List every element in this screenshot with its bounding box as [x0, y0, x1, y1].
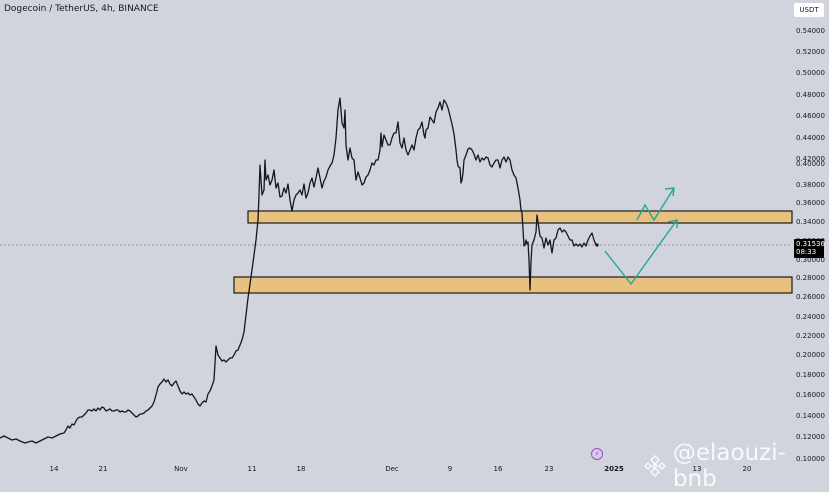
price-line: [0, 97, 597, 444]
y-tick: 0.12000: [796, 433, 825, 441]
x-tick: 2025: [604, 465, 624, 473]
y-tick: 0.28000: [796, 274, 825, 282]
bar-countdown: 08:33: [796, 248, 817, 256]
current-price-label: 0.31536 08:33: [794, 239, 825, 258]
y-tick: 0.10000: [796, 455, 825, 463]
x-tick: Dec: [385, 465, 399, 473]
projection-path-2: [636, 187, 675, 222]
y-tick: 0.40000: [796, 160, 825, 168]
x-tick: 20: [742, 465, 752, 473]
current-price-dot: [595, 243, 599, 247]
x-tick: 16: [493, 465, 503, 473]
y-tick: 0.48000: [796, 91, 825, 99]
resistance-zone: [247, 210, 793, 224]
x-tick: 11: [247, 465, 257, 473]
binance-logo-icon: [643, 454, 666, 478]
y-tick: 0.18000: [796, 371, 825, 379]
y-tick: 0.34000: [796, 218, 825, 226]
y-tick: 0.44000: [796, 134, 825, 142]
price-chart[interactable]: [0, 0, 829, 478]
y-tick: 0.46000: [796, 112, 825, 120]
x-tick: 13: [692, 465, 702, 473]
y-tick: 0.16000: [796, 391, 825, 399]
y-tick: 0.30000: [796, 256, 825, 264]
x-tick: 9: [447, 465, 453, 473]
y-tick: 0.52000: [796, 48, 825, 56]
support-zone: [233, 276, 793, 294]
x-tick: 21: [98, 465, 108, 473]
projection-path-1: [604, 219, 678, 286]
projection-arrow-2: [664, 187, 675, 197]
currency-unit-button[interactable]: USDT: [794, 3, 824, 17]
x-tick: 23: [544, 465, 554, 473]
x-tick: Nov: [174, 465, 188, 473]
lightning-event-icon[interactable]: ⚡: [591, 448, 603, 460]
y-tick: 0.24000: [796, 313, 825, 321]
y-tick: 0.50000: [796, 69, 825, 77]
chart-title: Dogecoin / TetherUS, 4h, BINANCE: [4, 4, 159, 14]
x-tick: 14: [49, 465, 59, 473]
y-tick: 0.54000: [796, 27, 825, 35]
current-price-value: 0.31536: [796, 240, 825, 248]
y-tick: 0.22000: [796, 332, 825, 340]
x-tick: 18: [296, 465, 306, 473]
projection-arrow-1: [667, 219, 678, 228]
y-tick: 0.42000: [796, 155, 825, 163]
watermark: @elaouzi-bnb: [643, 440, 829, 492]
y-tick: 0.20000: [796, 351, 825, 359]
y-tick: 0.26000: [796, 293, 825, 301]
y-tick: 0.38000: [796, 181, 825, 189]
watermark-text: @elaouzi-bnb: [672, 440, 786, 492]
y-tick: 0.14000: [796, 412, 825, 420]
y-tick: 0.36000: [796, 199, 825, 207]
